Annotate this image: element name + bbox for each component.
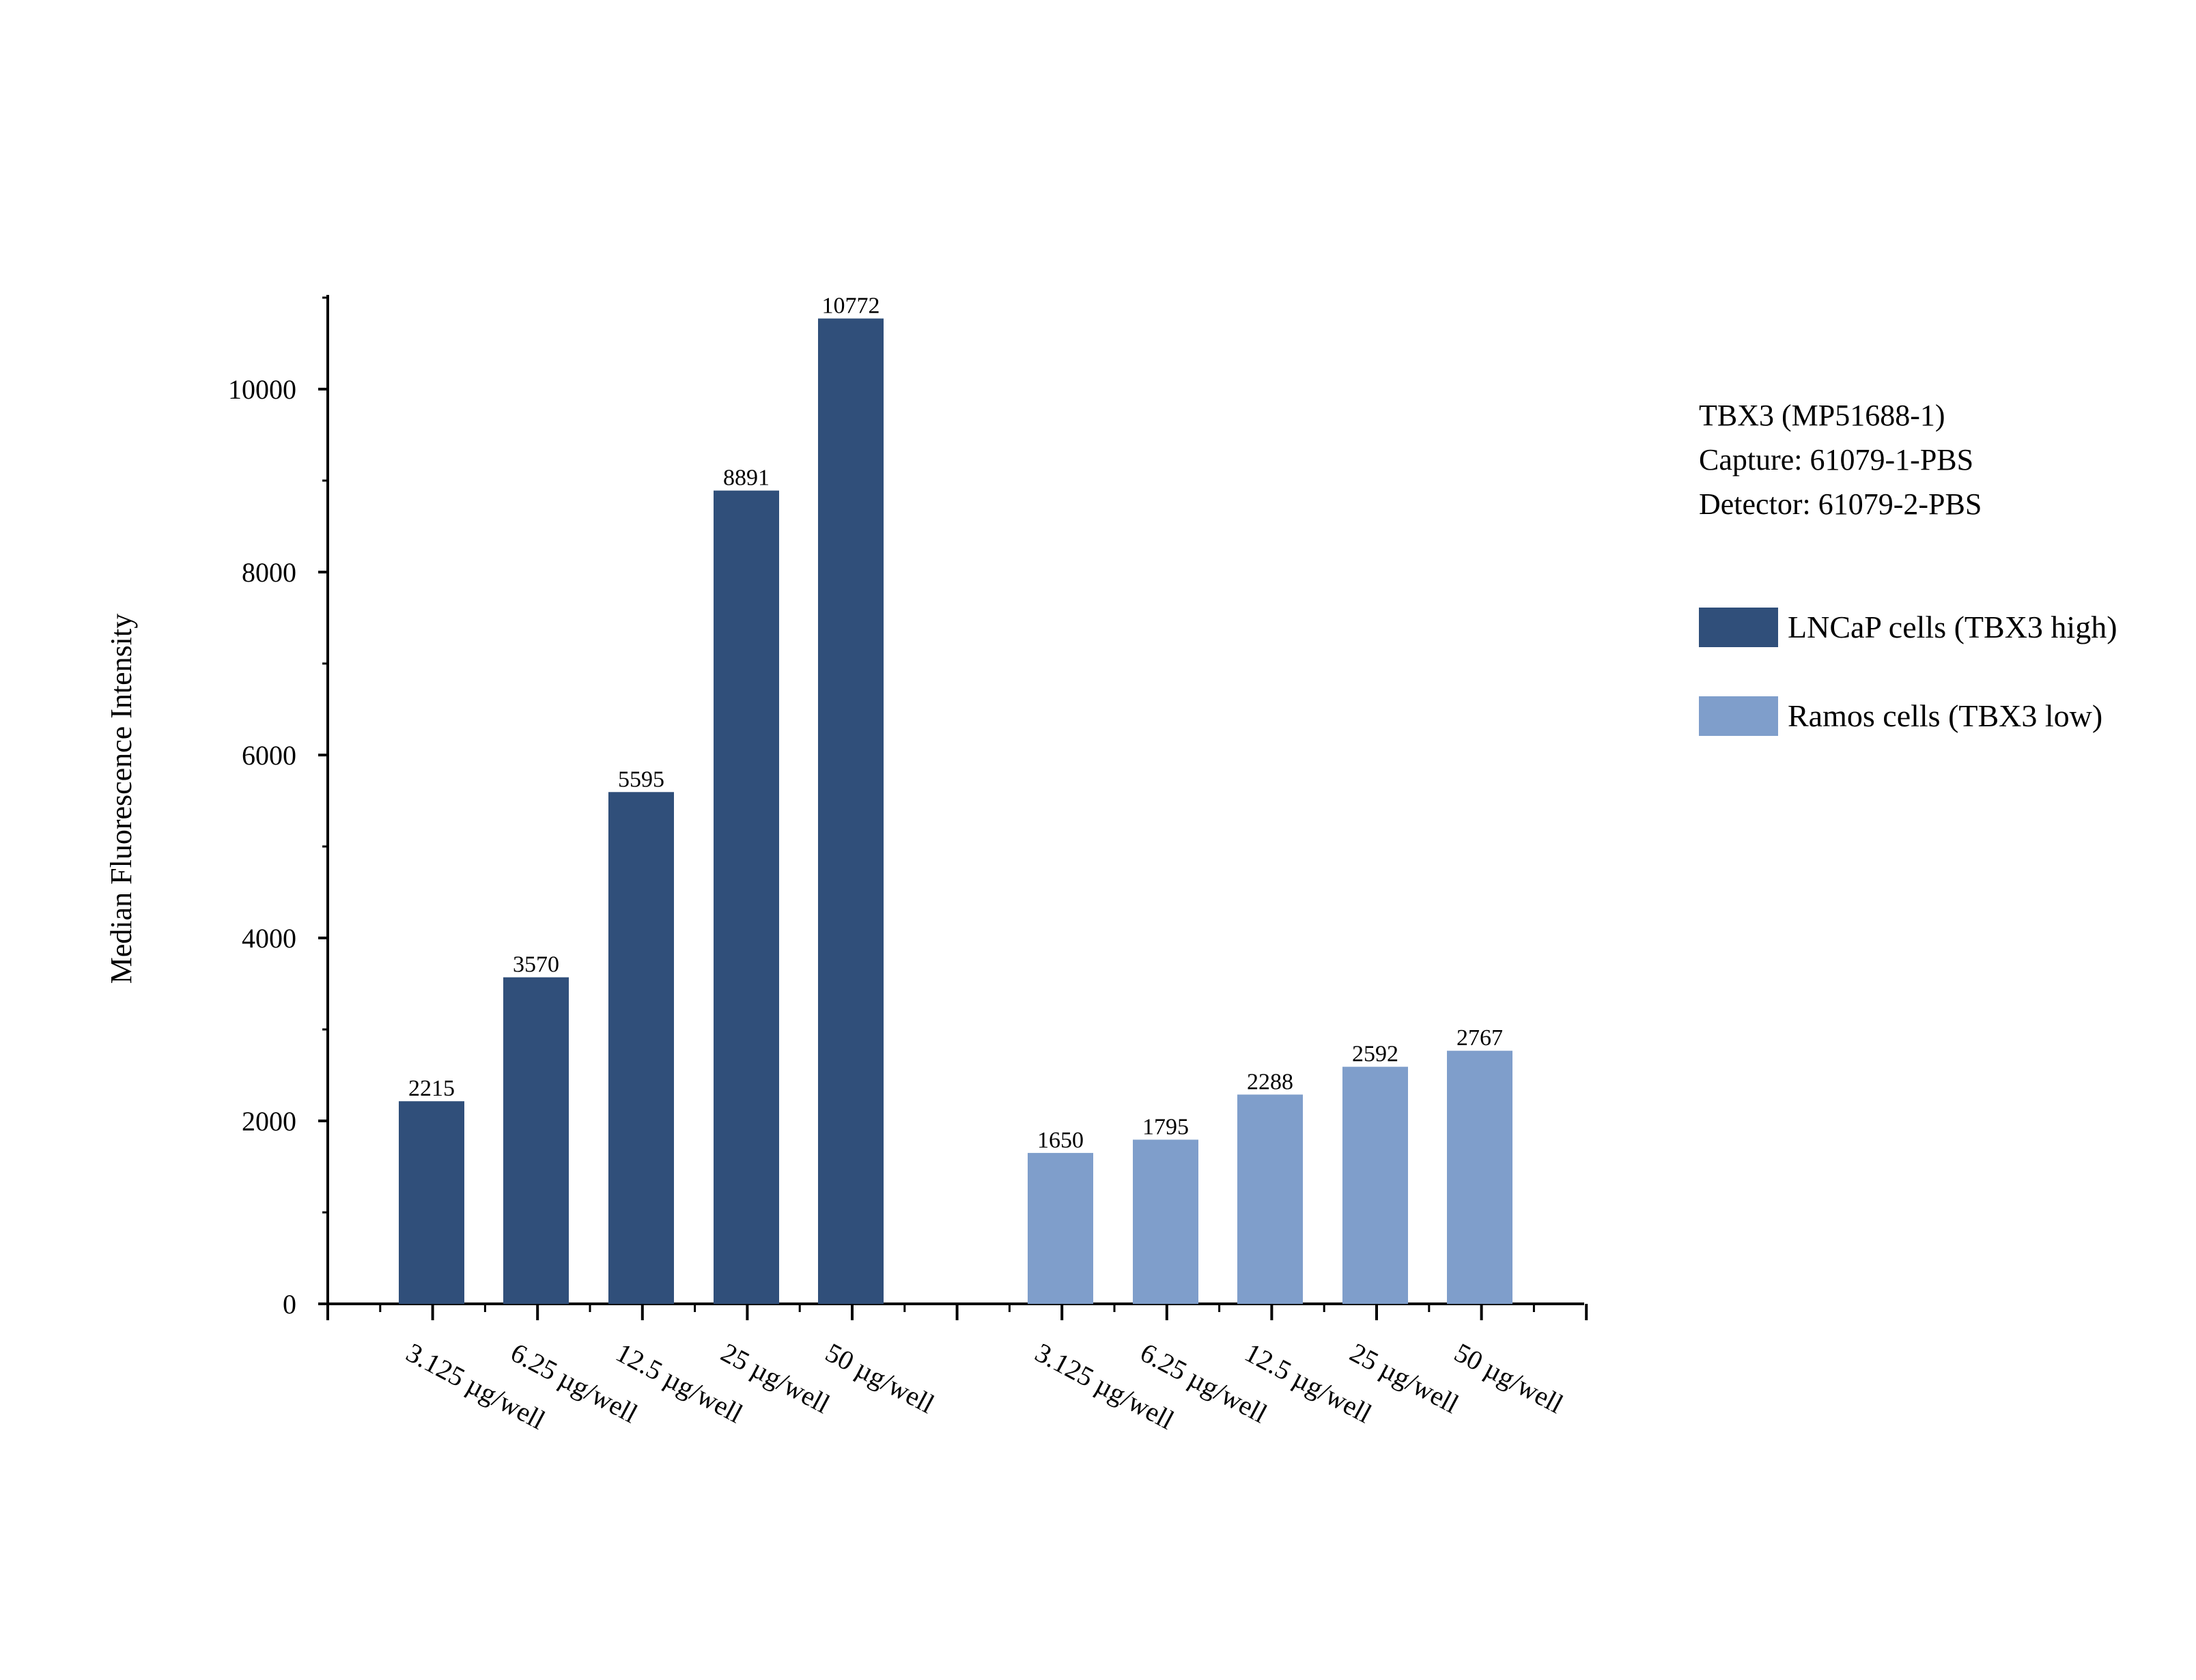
y-tick-label-2000: 2000 xyxy=(242,1106,296,1137)
data-label: 2592 xyxy=(1352,1042,1398,1067)
bars xyxy=(399,318,1512,1305)
info-line-1: TBX3 (MP51688-1) xyxy=(1699,399,1945,432)
info-line-2: Capture: 61079-1-PBS xyxy=(1699,443,1973,476)
y-tick-label-4000: 4000 xyxy=(242,923,296,954)
bar-lncap-2 xyxy=(608,792,674,1304)
category-label: 50 µg/well xyxy=(1450,1337,1568,1419)
bar-ramos-2 xyxy=(1237,1094,1303,1304)
y-axis-ticks: 0 2000 4000 6000 8000 10000 xyxy=(228,296,328,1320)
legend-swatch-lncap xyxy=(1699,608,1778,647)
bar-ramos-3 xyxy=(1342,1066,1408,1304)
bar-lncap-4 xyxy=(818,318,884,1304)
bar-lncap-3 xyxy=(714,490,779,1305)
bar-ramos-0 xyxy=(1028,1152,1093,1304)
y-tick-label-10000: 10000 xyxy=(228,374,296,405)
info-block: TBX3 (MP51688-1) Capture: 61079-1-PBS De… xyxy=(1699,399,1982,521)
info-line-3: Detector: 61079-2-PBS xyxy=(1699,487,1982,521)
bar-ramos-1 xyxy=(1133,1139,1198,1304)
bar-ramos-4 xyxy=(1447,1051,1512,1304)
y-tick-label-6000: 6000 xyxy=(242,740,296,771)
y-tick-label-8000: 8000 xyxy=(242,557,296,588)
data-label: 3570 xyxy=(513,952,559,978)
x-axis-ticks xyxy=(326,1304,1588,1320)
bar-lncap-0 xyxy=(399,1101,464,1304)
data-label: 10772 xyxy=(822,294,880,319)
data-label: 2288 xyxy=(1247,1069,1293,1094)
category-label: 50 µg/well xyxy=(821,1337,940,1419)
data-label: 8891 xyxy=(723,466,770,491)
legend-swatch-ramos xyxy=(1699,696,1778,736)
data-labels: 2215 3570 5595 8891 10772 1650 1795 2288 2592 276… xyxy=(408,294,1503,1153)
data-label: 2767 xyxy=(1456,1025,1503,1051)
data-label: 1795 xyxy=(1142,1114,1189,1139)
data-label: 1650 xyxy=(1037,1128,1084,1153)
y-tick-label-0: 0 xyxy=(283,1289,296,1320)
legend-label-lncap: LNCaP cells (TBX3 high) xyxy=(1788,610,2117,644)
legend-label-ramos: Ramos cells (TBX3 low) xyxy=(1788,698,2102,733)
data-label: 2215 xyxy=(408,1076,455,1101)
legend: LNCaP cells (TBX3 high) Ramos cells (TBX… xyxy=(1699,608,2117,736)
y-axis-title: Median Fluorescence Intensity xyxy=(104,614,138,984)
data-label: 5595 xyxy=(618,767,664,792)
bar-lncap-1 xyxy=(503,977,569,1304)
